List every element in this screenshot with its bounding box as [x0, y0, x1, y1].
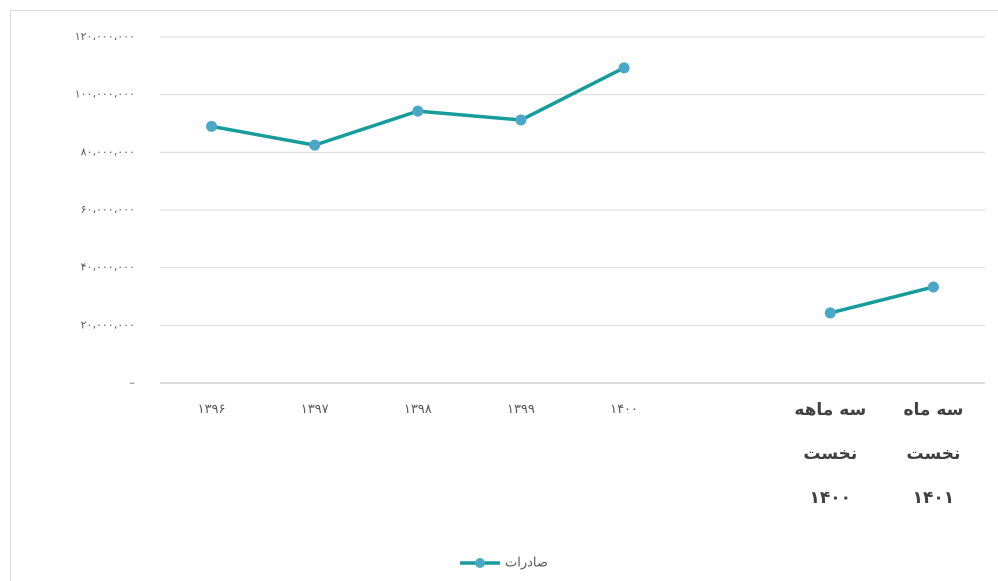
y-tick-label: ۱۲۰،۰۰۰،۰۰۰	[75, 30, 135, 43]
x-tick-label: ۱۳۹۷	[300, 402, 329, 417]
x-tick-label: ۱۳۹۶	[197, 402, 226, 417]
marker	[618, 62, 630, 74]
marker	[824, 307, 836, 319]
x-tick-label: ۱۳۹۹	[506, 402, 535, 417]
marker	[515, 114, 527, 126]
x-tick-label: ۱۳۹۸	[403, 402, 432, 417]
y-tick-label: ۸۰،۰۰۰،۰۰۰	[81, 145, 135, 158]
y-tick-label: ۲۰،۰۰۰،۰۰۰	[81, 318, 135, 331]
x-tick-label: سه ماه نخست ۱۴۰۱	[903, 400, 964, 508]
legend-marker	[475, 558, 485, 568]
legend-label: صادرات	[505, 556, 548, 571]
marker	[927, 281, 939, 293]
line	[829, 285, 934, 315]
x-tick-label: ۱۴۰۰	[610, 402, 639, 417]
y-tick-label: ۴۰،۰۰۰،۰۰۰	[81, 261, 135, 274]
y-tick-label: ۶۰،۰۰۰،۰۰۰	[81, 203, 135, 216]
y-tick-label: –	[130, 376, 136, 389]
marker	[309, 139, 321, 151]
marker	[206, 120, 218, 132]
chart-frame	[10, 10, 998, 581]
x-tick-label: سه ماهه نخست ۱۴۰۰	[794, 400, 867, 508]
y-tick-label: ۱۰۰،۰۰۰،۰۰۰	[75, 88, 135, 101]
marker	[412, 105, 424, 117]
